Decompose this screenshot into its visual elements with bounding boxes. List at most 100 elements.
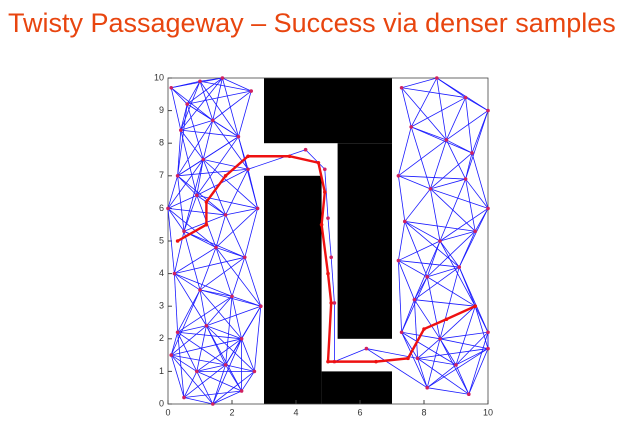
roadmap-edge [196, 195, 226, 216]
node [220, 76, 225, 80]
node [319, 222, 324, 227]
node [329, 255, 334, 260]
roadmap-edge [401, 299, 415, 333]
path-line [177, 155, 476, 363]
roadmap-edge [458, 231, 476, 268]
roadmap-edge [212, 77, 223, 121]
roadmap-edge [411, 126, 473, 154]
roadmap-edge [439, 331, 489, 340]
roadmap-edge [206, 296, 233, 327]
roadmap-edge [170, 354, 214, 405]
roadmap-edge [225, 338, 242, 366]
roadmap-edge [177, 296, 233, 333]
roadmap-edge [401, 87, 466, 98]
roadmap-edge [199, 81, 214, 121]
roadmap-edge [170, 289, 201, 356]
roadmap-edge [247, 169, 258, 209]
roadmap-edge [398, 260, 415, 300]
roadmap-edge [196, 168, 249, 196]
roadmap-edge [180, 81, 201, 131]
node [444, 138, 449, 142]
node [454, 363, 458, 367]
node [204, 200, 209, 204]
roadmap-edge [427, 266, 460, 278]
roadmap-edge [170, 354, 185, 398]
roadmap-edge [401, 87, 412, 127]
node [169, 85, 173, 90]
roadmap-edge [417, 348, 489, 359]
roadmap-edge [177, 175, 198, 196]
node [406, 356, 410, 361]
roadmap-edge [206, 325, 242, 340]
roadmap-edge [465, 97, 473, 154]
node [223, 174, 228, 178]
node [201, 157, 205, 162]
roadmap-edge [241, 371, 255, 392]
node [172, 271, 177, 276]
roadmap-edge [171, 354, 226, 366]
node [435, 76, 439, 80]
roadmap-edge [455, 331, 489, 366]
roadmap-edge [414, 299, 441, 340]
node [323, 167, 327, 172]
node [252, 369, 257, 374]
node [438, 239, 442, 243]
roadmap-edge [238, 90, 252, 137]
node [399, 330, 404, 335]
roadmap-edge [183, 230, 245, 258]
roadmap-edge [401, 87, 447, 141]
roadmap-edge [465, 97, 489, 111]
y-tick-label: 9 [159, 105, 164, 115]
node [463, 177, 468, 181]
y-tick-label: 8 [159, 138, 164, 148]
roadmap-edge [426, 230, 476, 278]
roadmap-edge [439, 178, 466, 242]
node [287, 154, 292, 159]
node [243, 255, 247, 260]
node [463, 95, 468, 100]
node [326, 216, 330, 220]
node [175, 174, 180, 178]
roadmap-edge [177, 175, 226, 216]
node [211, 402, 215, 406]
node [182, 395, 186, 400]
roadmap-edge [177, 332, 198, 372]
node [182, 229, 186, 234]
roadmap-edge [398, 260, 402, 333]
roadmap-edge [404, 188, 431, 222]
roadmap-edge [404, 221, 476, 232]
roadmap-edge [196, 364, 226, 372]
roadmap-edge [183, 364, 226, 398]
roadmap-edge [180, 130, 198, 196]
node [214, 245, 218, 250]
roadmap-edge [426, 338, 441, 388]
roadmap-edge [410, 77, 438, 128]
node [246, 154, 250, 159]
roadmap-edge [177, 332, 185, 398]
node [259, 304, 263, 309]
roadmap-edge [430, 178, 466, 190]
node [486, 346, 490, 351]
roadmap-edge [465, 110, 489, 180]
node [326, 359, 330, 364]
roadmap-edge [231, 257, 246, 297]
roadmap-edge [430, 152, 473, 190]
node [332, 301, 337, 305]
y-tick-label: 1 [159, 366, 164, 376]
node [239, 337, 244, 341]
roadmap-edge [177, 168, 249, 177]
roadmap-edge [215, 208, 258, 248]
roadmap-edge [247, 149, 306, 170]
roadmap-edge [244, 257, 262, 307]
node [467, 392, 471, 397]
roadmap-edge [225, 364, 242, 392]
roadmap-edge [196, 159, 204, 196]
roadmap-edge [426, 276, 441, 339]
roadmap-edge [458, 266, 489, 333]
roadmap-edge [465, 178, 489, 209]
roadmap-edge [410, 126, 431, 189]
node [223, 213, 228, 217]
roadmap-edge [404, 221, 428, 278]
roadmap-edge [231, 296, 242, 339]
